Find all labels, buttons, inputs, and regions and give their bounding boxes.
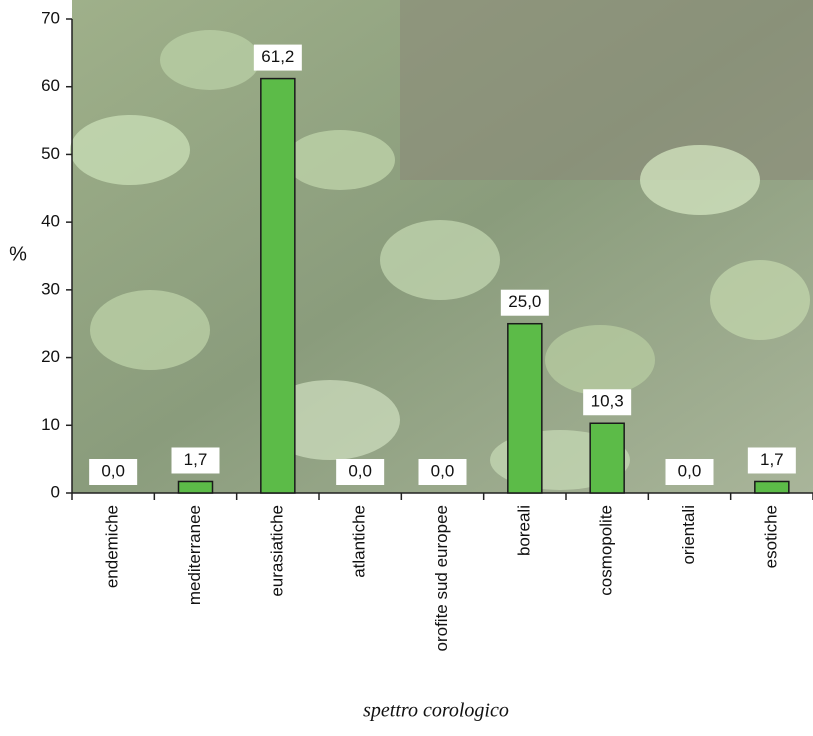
y-axis-title: % bbox=[9, 243, 27, 265]
x-tick-label: esotiche bbox=[761, 505, 780, 568]
y-tick-label: 30 bbox=[41, 279, 60, 298]
value-label-box bbox=[253, 44, 302, 71]
x-tick-label: endemiche bbox=[103, 505, 122, 588]
x-tick-label: atlantiche bbox=[350, 505, 369, 578]
value-label: 1,7 bbox=[760, 450, 784, 469]
value-label: 1,7 bbox=[184, 450, 208, 469]
x-tick-label: boreali bbox=[514, 505, 533, 556]
value-label-box bbox=[171, 447, 220, 474]
y-tick-label: 10 bbox=[41, 415, 60, 434]
value-label: 10,3 bbox=[591, 392, 624, 411]
y-tick-label: 70 bbox=[41, 8, 60, 27]
bar bbox=[507, 322, 543, 494]
bar bbox=[754, 480, 790, 494]
value-label: 0,0 bbox=[101, 461, 125, 480]
x-tick-label: orientali bbox=[679, 505, 698, 565]
value-label: 61,2 bbox=[261, 47, 294, 66]
value-label: 0,0 bbox=[431, 461, 455, 480]
value-label-box bbox=[336, 459, 385, 485]
value-label: 0,0 bbox=[348, 461, 372, 480]
value-label-box bbox=[747, 447, 796, 474]
x-tick-label: cosmopolite bbox=[597, 505, 616, 596]
x-tick-label: eurasiatiche bbox=[267, 505, 286, 597]
x-axis-title: spettro corologico bbox=[363, 700, 509, 722]
value-label-box bbox=[89, 459, 138, 485]
x-tick-label: orofite sud europee bbox=[432, 505, 451, 652]
x-tick-label: mediterranee bbox=[185, 505, 204, 605]
y-tick-label: 20 bbox=[41, 347, 60, 366]
bar bbox=[260, 77, 296, 494]
background-photo bbox=[70, 0, 813, 493]
bar bbox=[589, 422, 625, 494]
y-tick-label: 40 bbox=[41, 212, 60, 231]
value-label-box bbox=[500, 289, 549, 316]
value-label-box bbox=[665, 459, 714, 485]
y-tick-label: 60 bbox=[41, 76, 60, 95]
y-tick-label: 50 bbox=[41, 144, 60, 163]
value-label-box bbox=[418, 459, 467, 485]
value-label: 25,0 bbox=[508, 292, 541, 311]
bar bbox=[177, 480, 214, 494]
y-tick-label: 0 bbox=[51, 482, 60, 501]
value-label: 0,0 bbox=[678, 461, 702, 480]
value-label-box bbox=[583, 389, 632, 416]
